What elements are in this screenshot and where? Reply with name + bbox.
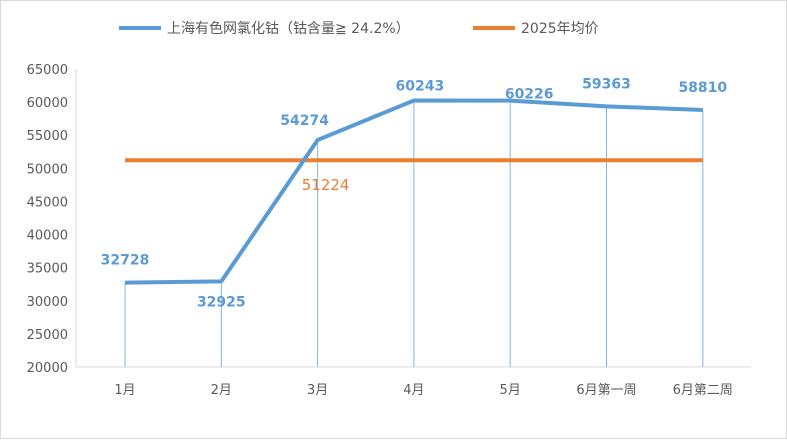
data-label: 58810 <box>678 80 727 96</box>
y-tick-label: 55000 <box>27 129 68 144</box>
y-tick-label: 20000 <box>27 361 68 376</box>
data-label: 59363 <box>582 76 631 92</box>
y-tick-label: 35000 <box>27 262 68 277</box>
y-tick-label: 65000 <box>27 63 68 78</box>
legend-label-annual-average: 2025年均价 <box>521 21 599 37</box>
x-tick-label: 6月第二周 <box>673 383 733 398</box>
x-tick-label: 2月 <box>211 383 232 398</box>
y-tick-label: 50000 <box>27 162 68 177</box>
x-tick-label: 5月 <box>500 383 521 398</box>
x-tick-label: 1月 <box>114 383 135 398</box>
data-label: 60243 <box>396 79 445 95</box>
y-tick-label: 60000 <box>27 96 68 111</box>
x-axis-ticks: 1月 2月 3月 4月 5月 6月第一周 6月第二周 <box>114 383 733 398</box>
y-tick-label: 40000 <box>27 229 68 244</box>
data-label: 54274 <box>280 113 329 129</box>
y-tick-label: 45000 <box>27 195 68 210</box>
y-axis-ticks: 20000 25000 30000 35000 40000 45000 50000 55000… <box>27 63 68 376</box>
y-tick-label: 30000 <box>27 295 68 310</box>
data-label: 32925 <box>197 294 246 310</box>
legend-label-cobalt-chloride: 上海有色网氯化钴（钴含量≧ 24.2%） <box>167 20 410 37</box>
legend: 上海有色网氯化钴（钴含量≧ 24.2%） 2025年均价 <box>119 20 599 37</box>
drop-lines <box>124 100 704 367</box>
data-labels: 32728 32925 54274 60243 60226 59363 58810 51224 <box>101 76 728 310</box>
x-tick-label: 6月第一周 <box>576 383 636 398</box>
y-tick-label: 25000 <box>27 328 68 343</box>
series-line-cobalt-chloride <box>124 98 703 285</box>
x-tick-label: 4月 <box>403 383 424 398</box>
x-tick-label: 3月 <box>307 383 328 398</box>
data-label-annual-average: 51224 <box>302 176 350 194</box>
data-label: 32728 <box>101 253 150 269</box>
data-label: 60226 <box>505 87 554 103</box>
